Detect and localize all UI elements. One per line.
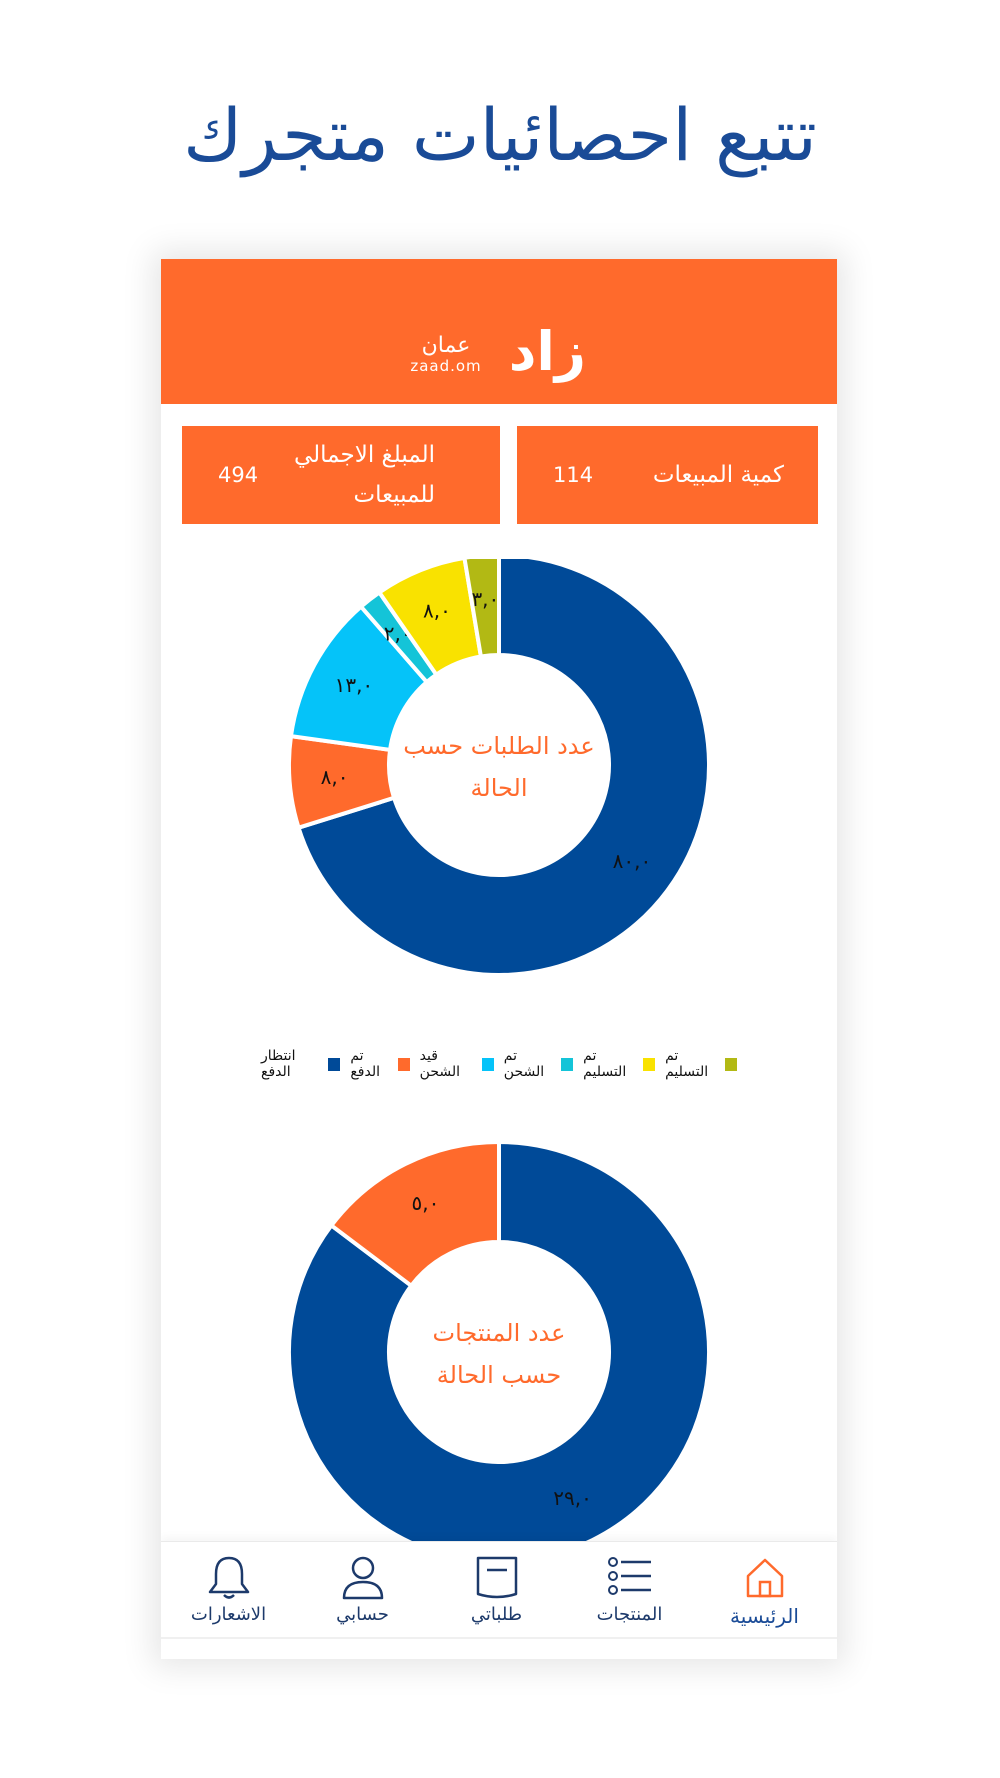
- legend-swatch: [397, 1057, 410, 1071]
- donut-center-title-line1: عدد المنتجات: [433, 1319, 566, 1347]
- logo-mark: زاد: [508, 320, 586, 383]
- phone-screen: عمان zaad.om زاد كمية المبيعات 114 المبل…: [161, 259, 837, 1659]
- sales-quantity-card: كمية المبيعات 114: [517, 426, 818, 524]
- legend-swatch: [642, 1057, 656, 1071]
- donut-slice: [462, 559, 501, 659]
- nav-bottom-line: [161, 1637, 837, 1639]
- slice-value-label: ٨,٠: [321, 765, 349, 789]
- nav-label-orders: طلباتي: [470, 1604, 523, 1625]
- logo-english-text: zaad.om: [410, 357, 482, 375]
- legend-item: تم التسليم: [665, 1048, 737, 1080]
- legend-swatch: [481, 1057, 494, 1071]
- nav-item-products[interactable]: المنتجات: [562, 1542, 697, 1642]
- donut-inner-ring: [389, 655, 609, 875]
- legend-label: انتظار الدفع: [261, 1048, 296, 1080]
- sales-total-card: المبلغ الاجمالي للمبيعات 494: [182, 426, 500, 524]
- nav-item-account[interactable]: حسابي: [295, 1542, 430, 1642]
- nav-label-account: حسابي: [336, 1604, 389, 1625]
- nav-label-home: الرئيسية: [730, 1604, 799, 1628]
- nav-label-products: المنتجات: [596, 1604, 663, 1625]
- app-header: عمان zaad.om زاد: [161, 259, 837, 404]
- slice-value-label: ٢٩,٠: [553, 1486, 592, 1510]
- legend-item: انتظار الدفع: [261, 1048, 341, 1080]
- bottom-navigation: الرئيسية المنتجات طلباتي: [161, 1541, 837, 1659]
- sales-total-label-line2: للمبيعات: [353, 482, 436, 508]
- slice-value-label: ٨٠,٠: [613, 849, 652, 873]
- orders-icon: [476, 1556, 518, 1599]
- donut-center-title-line2: حسب الحالة: [437, 1361, 561, 1389]
- slice-value-label: ٨,٠: [423, 599, 451, 623]
- zaad-logo: عمان zaad.om زاد: [406, 325, 596, 383]
- sales-total-value: 494: [218, 463, 259, 487]
- donut-slice: [376, 559, 484, 678]
- donut-slice: [328, 1139, 501, 1289]
- legend-item: تم التسليم: [583, 1048, 656, 1080]
- legend-label: تم الشحن: [503, 1048, 545, 1080]
- sales-total-label-line1: المبلغ الاجمالي: [294, 442, 436, 468]
- orders-chart-legend: تم التسليم تم التسليم تم الشحن قيد الشحن تم …: [261, 1048, 737, 1080]
- legend-item: تم الدفع: [350, 1048, 410, 1080]
- donut-slice: [287, 1139, 711, 1564]
- legend-label: تم الدفع: [350, 1048, 380, 1080]
- list-icon: [608, 1557, 651, 1595]
- legend-item: قيد الشحن: [420, 1048, 494, 1080]
- slice-value-label: ٥,٠: [412, 1191, 440, 1215]
- nav-label-notifications: الاشعارات: [190, 1604, 267, 1625]
- donut-center-title-line2: الحالة: [471, 774, 528, 802]
- nav-item-home[interactable]: الرئيسية: [697, 1542, 832, 1642]
- slice-value-label: ٣,٠: [471, 587, 499, 611]
- slice-value-label: ١٣,٠: [335, 673, 374, 697]
- donut-hole: [401, 667, 597, 863]
- products-status-donut-chart: ٢٩,٠ ٥,٠ عدد المنتجات حسب الحالة: [287, 1139, 711, 1564]
- donut-inner-ring: [389, 1242, 609, 1462]
- nav-item-notifications[interactable]: الاشعارات: [161, 1542, 296, 1642]
- donut-center-title-line1: عدد الطلبات حسب: [403, 732, 594, 760]
- legend-swatch: [724, 1057, 737, 1071]
- legend-swatch: [561, 1057, 574, 1071]
- legend-label: قيد الشحن: [419, 1048, 461, 1080]
- sales-quantity-label: كمية المبيعات: [652, 462, 784, 488]
- user-icon: [342, 1556, 384, 1600]
- home-icon: [746, 1558, 784, 1598]
- page-headline: تتبع احصائيات متجرك: [183, 93, 817, 177]
- donut-slice: [296, 559, 711, 977]
- logo-arabic-text: عمان: [421, 333, 471, 358]
- bell-icon: [208, 1556, 250, 1599]
- legend-label: تم التسليم: [665, 1048, 709, 1080]
- legend-swatch: [328, 1057, 341, 1071]
- nav-item-orders[interactable]: طلباتي: [429, 1542, 564, 1642]
- legend-item: تم الشحن: [503, 1048, 574, 1080]
- legend-label: تم التسليم: [583, 1048, 627, 1080]
- sales-quantity-value: 114: [553, 463, 594, 487]
- sales-total-label: المبلغ الاجمالي للمبيعات: [294, 426, 464, 524]
- donut-hole: [401, 1254, 597, 1450]
